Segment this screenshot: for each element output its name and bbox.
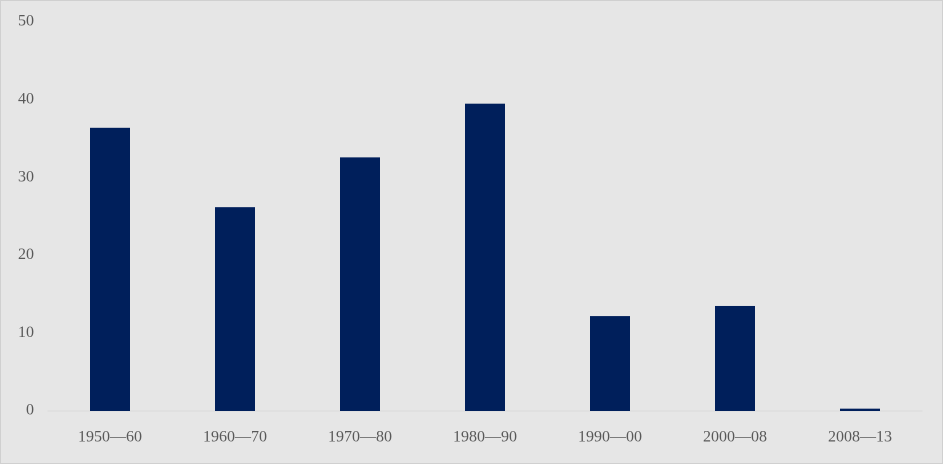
bar <box>840 408 880 411</box>
y-tick-label: 30 <box>18 168 34 185</box>
x-tick-label: 2000—08 <box>703 429 767 446</box>
y-tick-label: 50 <box>18 13 34 30</box>
x-tick-label: 1960—70 <box>203 429 267 446</box>
x-tick-label: 1980—90 <box>453 429 517 446</box>
bar <box>590 316 630 411</box>
x-tick-label: 1970—80 <box>328 429 392 446</box>
x-tick-label: 1990—00 <box>578 429 642 446</box>
x-tick-label: 2008—13 <box>828 429 892 446</box>
bar <box>715 305 755 411</box>
y-tick-label: 10 <box>18 324 34 341</box>
bar <box>90 127 130 412</box>
y-tick-label: 40 <box>18 90 34 107</box>
y-tick-label: 0 <box>26 402 34 419</box>
y-tick-label: 20 <box>18 246 34 263</box>
bar <box>340 157 380 411</box>
bar <box>215 207 255 411</box>
bar <box>465 103 505 411</box>
x-tick-label: 1950—60 <box>78 429 142 446</box>
